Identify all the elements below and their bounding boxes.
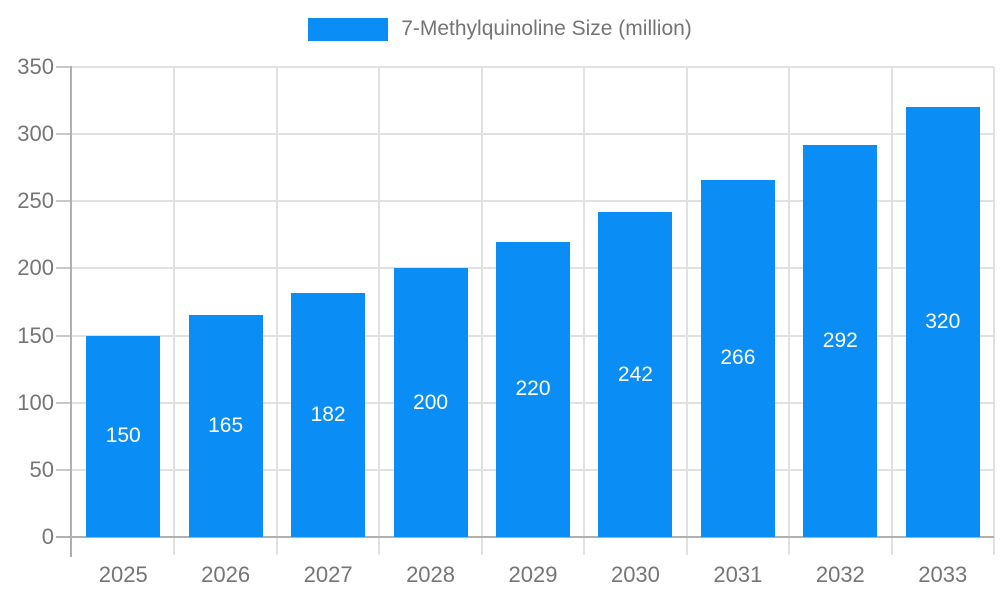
y-axis-tick [56, 267, 72, 270]
x-axis-label: 2032 [815, 562, 865, 587]
bar-value-label: 182 [310, 402, 346, 426]
y-gridline [72, 200, 994, 203]
y-axis-label: 0 [41, 524, 54, 549]
bar-value-label: 242 [617, 362, 653, 386]
y-axis-label: 350 [17, 54, 54, 79]
bar-2030[interactable]: 242 [598, 212, 673, 537]
x-axis-label: 2027 [303, 562, 353, 587]
x-axis-label: 2029 [508, 562, 558, 587]
y-axis-label: 250 [17, 188, 54, 214]
bar-2026[interactable]: 165 [188, 315, 263, 537]
bar-2029[interactable]: 220 [496, 241, 570, 537]
y-axis-tick [56, 468, 72, 471]
bar-value-label: 266 [720, 346, 756, 370]
bar-value-label: 292 [822, 328, 858, 352]
y-axis-label: 50 [29, 456, 54, 482]
bar-value-label: 220 [515, 377, 551, 401]
bar-2025[interactable]: 150 [86, 335, 161, 537]
bar-2033[interactable]: 320 [905, 107, 980, 537]
bar-value-label: 165 [208, 414, 244, 438]
y-axis-tick [56, 334, 72, 337]
legend-swatch-icon [308, 17, 389, 41]
bar-value-label: 320 [925, 310, 961, 334]
x-axis-label: 2031 [713, 562, 763, 587]
x-axis-label: 2025 [98, 562, 148, 587]
legend-label: 7-Methylquinoline Size (million) [401, 17, 692, 40]
x-axis-label: 2026 [201, 562, 251, 587]
y-axis-label: 150 [17, 322, 54, 348]
legend: 7-Methylquinoline Size (million) [0, 17, 1000, 41]
y-axis-label: 100 [17, 389, 54, 415]
y-gridline [72, 66, 994, 69]
y-axis-line [70, 66, 72, 557]
x-gridline [275, 67, 278, 555]
bar-2032[interactable]: 292 [803, 144, 878, 537]
bar-2028[interactable]: 200 [393, 268, 468, 537]
y-axis-tick [56, 133, 72, 136]
x-gridline [583, 67, 586, 555]
x-gridline [890, 67, 893, 555]
x-gridline [993, 67, 995, 555]
legend-item[interactable]: 7-Methylquinoline Size (million) [308, 17, 692, 41]
x-axis-label: 2028 [406, 562, 456, 587]
y-axis-tick [56, 200, 72, 203]
x-gridline [788, 67, 791, 555]
x-axis-line [56, 536, 994, 538]
bar-2031[interactable]: 266 [700, 179, 775, 537]
bar-value-label: 200 [413, 390, 449, 414]
x-gridline [480, 67, 483, 555]
plot-area: 0 50 100 150 200 250 300 350 150 2025 165 2026 182 20… [17, 54, 995, 587]
x-axis-label: 2033 [918, 562, 968, 587]
x-gridline [173, 67, 176, 555]
x-gridline [378, 67, 381, 555]
bar-value-label: 150 [105, 424, 141, 448]
y-gridline [72, 133, 994, 136]
y-axis-label: 200 [17, 255, 54, 281]
y-axis-label: 300 [17, 121, 54, 147]
x-gridline [685, 67, 688, 555]
bar-2027[interactable]: 182 [291, 292, 366, 537]
y-axis-tick [56, 401, 72, 404]
x-axis-label: 2030 [610, 562, 660, 587]
y-axis-tick [56, 66, 72, 69]
